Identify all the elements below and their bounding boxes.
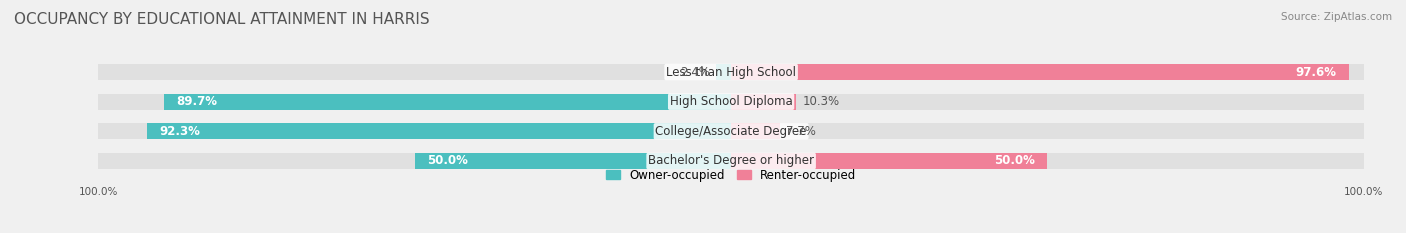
Bar	[98, 93, 731, 110]
Text: 97.6%: 97.6%	[1295, 65, 1336, 79]
Text: 2.4%: 2.4%	[679, 65, 710, 79]
Text: 89.7%: 89.7%	[176, 95, 218, 108]
Bar	[148, 123, 731, 140]
Text: College/Associate Degree: College/Associate Degree	[655, 125, 807, 138]
Text: High School Diploma: High School Diploma	[669, 95, 793, 108]
Text: 7.7%: 7.7%	[786, 125, 815, 138]
Bar	[731, 153, 1047, 169]
Bar	[98, 153, 731, 169]
Text: Bachelor's Degree or higher: Bachelor's Degree or higher	[648, 154, 814, 168]
Legend: Owner-occupied, Renter-occupied: Owner-occupied, Renter-occupied	[600, 164, 862, 186]
Bar	[716, 64, 731, 80]
Text: Less than High School: Less than High School	[666, 65, 796, 79]
Bar	[731, 153, 1364, 169]
Bar	[731, 123, 1364, 140]
Bar	[731, 64, 1348, 80]
Bar	[731, 93, 1364, 110]
Bar	[98, 123, 731, 140]
Text: Source: ZipAtlas.com: Source: ZipAtlas.com	[1281, 12, 1392, 22]
Bar	[163, 93, 731, 110]
Text: OCCUPANCY BY EDUCATIONAL ATTAINMENT IN HARRIS: OCCUPANCY BY EDUCATIONAL ATTAINMENT IN H…	[14, 12, 430, 27]
Text: 10.3%: 10.3%	[803, 95, 839, 108]
Text: 50.0%: 50.0%	[427, 154, 468, 168]
Bar	[98, 64, 731, 80]
Bar	[731, 93, 796, 110]
Bar	[731, 123, 780, 140]
Text: 50.0%: 50.0%	[994, 154, 1035, 168]
Bar	[731, 64, 1364, 80]
Text: 92.3%: 92.3%	[160, 125, 201, 138]
Bar	[415, 153, 731, 169]
